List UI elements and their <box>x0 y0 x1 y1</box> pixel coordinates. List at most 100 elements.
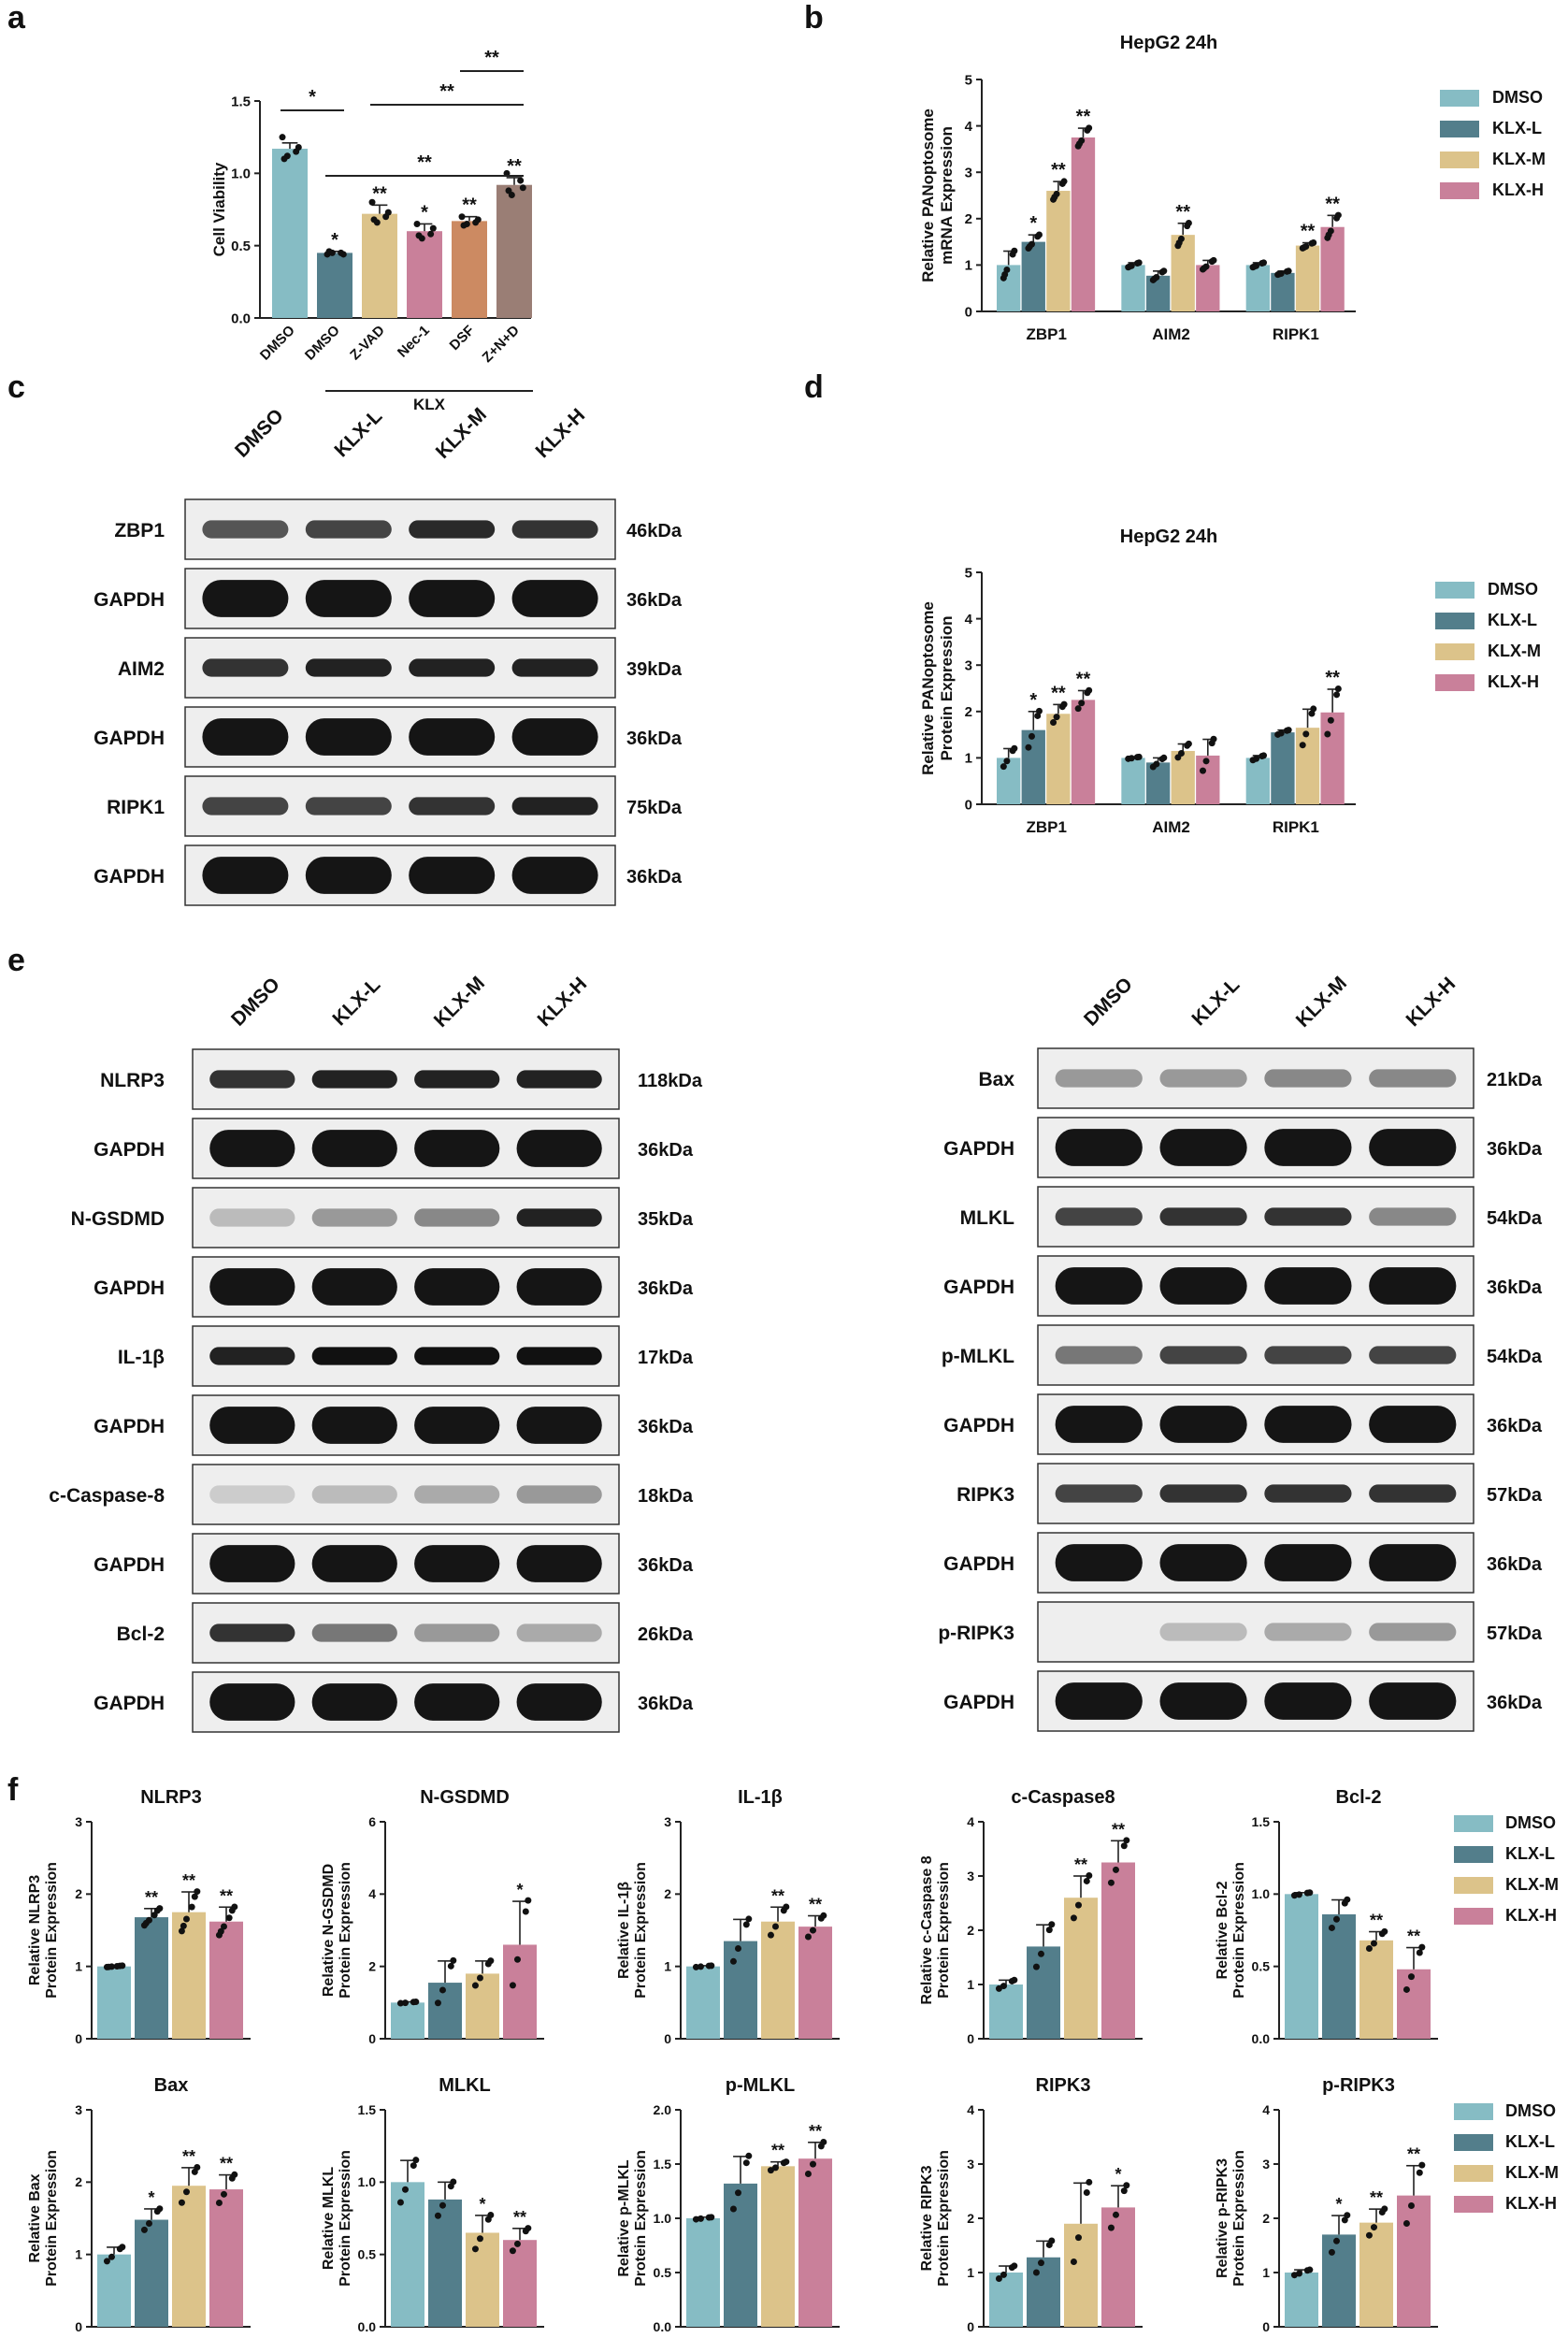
panel-b-ZBP1-2-point <box>1051 194 1058 201</box>
panel-label-f: f <box>7 1772 19 1808</box>
panel-d-RIPK1-2-point <box>1310 705 1317 713</box>
panel-f-9-2-point <box>1370 2224 1377 2231</box>
panel-a-0-bar <box>272 149 308 318</box>
panel-a-4-significance: ** <box>462 195 477 216</box>
panel-e-right-band <box>1159 1069 1247 1088</box>
panel-f-6-2-bar <box>466 2232 499 2327</box>
panel-e-right-band <box>1369 1207 1457 1226</box>
panel-a-5-point <box>517 177 525 184</box>
panel-f-2-2-point <box>771 1923 779 1930</box>
panel-e-right-kda-label: 54kDa <box>1487 1208 1543 1229</box>
panel-c-band <box>511 797 598 815</box>
panel-label-e: e <box>7 943 25 978</box>
panel-e-left-band <box>311 1485 397 1504</box>
panel-e-right-band <box>1369 1129 1457 1166</box>
panel-b-y-tick-label: 5 <box>965 72 972 88</box>
panel-f-4-3-point <box>1403 1985 1410 1993</box>
panel-e-left-band <box>311 1407 397 1444</box>
panel-f-7-2-significance: ** <box>771 2142 784 2160</box>
panel-e-left-band <box>516 1208 602 1227</box>
panel-d-RIPK1-3-bar <box>1320 712 1345 804</box>
panel-b-legend-swatch <box>1440 90 1479 107</box>
panel-f-6-y-tick-label: 0.0 <box>358 2319 377 2334</box>
panel-a-3-point <box>413 220 421 227</box>
panel-e-right-kda-label: 54kDa <box>1487 1347 1543 1367</box>
panel-f-9-1-point <box>1344 2212 1351 2219</box>
panel-e-left-band <box>516 1485 602 1504</box>
panel-b-AIM2-3-point <box>1201 265 1208 272</box>
panel-f-title: p-RIPK3 <box>1322 2075 1395 2096</box>
panel-c-band <box>409 718 496 756</box>
panel-c-band <box>202 718 289 756</box>
panel-d-RIPK1-1-point <box>1285 727 1292 734</box>
panel-f-9-0-bar <box>1285 2273 1318 2327</box>
panel-b-RIPK1-2-significance: ** <box>1301 222 1316 242</box>
panel-b-AIM2-0-point <box>1135 259 1143 267</box>
panel-f-3-y-tick-label: 1 <box>967 1977 974 1992</box>
panel-f-9-3-point <box>1403 2219 1410 2227</box>
panel-e-left-band <box>414 1683 500 1721</box>
panel-f-legend-swatch <box>1454 1877 1493 1894</box>
panel-f-8-3-point <box>1112 2211 1119 2218</box>
panel-e-left-band <box>209 1545 295 1582</box>
panel-f-1-3-point <box>525 1897 532 1904</box>
panel-f-y-label: Protein Expression <box>44 1862 60 1999</box>
panel-f-y-label: Relative p-RIPK3 <box>1215 2158 1230 2278</box>
panel-b-ZBP1-3-point <box>1086 124 1093 132</box>
panel-e-left-band <box>311 1545 397 1582</box>
panel-f-3-y-tick-label: 4 <box>967 1814 974 1829</box>
panel-f-0-y-tick-label: 3 <box>75 1814 82 1829</box>
panel-e-right-band <box>1159 1406 1247 1443</box>
panel-d-RIPK1-0-bar <box>1245 758 1270 804</box>
panel-f-8-2-point <box>1074 2234 1082 2242</box>
panel-f-8-1-bar <box>1027 2257 1060 2327</box>
panel-f-title: c-Caspase8 <box>1011 1787 1115 1808</box>
panel-f-1-y-tick-label: 4 <box>368 1886 376 1901</box>
panel-d-ZBP1-1-point <box>1025 743 1032 751</box>
panel-e-right-band <box>1264 1129 1352 1166</box>
panel-f-8-y-tick-label: 0 <box>967 2319 974 2334</box>
panel-f-0-1-point <box>156 1905 164 1912</box>
panel-f-title: MLKL <box>439 2075 491 2096</box>
panel-f-2-1-point <box>742 1921 750 1928</box>
panel-e-left-band <box>516 1130 602 1167</box>
panel-f-3-1-bar <box>1027 1946 1060 2039</box>
panel-c-kda-label: 36kDa <box>626 867 683 888</box>
panel-e-left-band <box>414 1070 500 1089</box>
panel-f-5-3-bar <box>209 2189 243 2327</box>
panel-f-4-2-significance: ** <box>1370 1912 1383 1930</box>
panel-d-y-label: Protein Expression <box>938 616 956 761</box>
panel-f-9-2-significance: ** <box>1370 2188 1383 2207</box>
panel-f-title: IL-1β <box>738 1787 783 1808</box>
panel-c-band <box>511 658 598 677</box>
panel-d-ZBP1-2-significance: ** <box>1051 683 1066 703</box>
panel-f-8-0-bar <box>989 2273 1023 2327</box>
panel-f-1-1-point <box>434 1999 441 2007</box>
panel-f-legend-label: KLX-M <box>1505 2163 1559 2182</box>
panel-f-6-2-point <box>476 2235 483 2243</box>
panel-a-x-tick-label: Z-VAD <box>347 323 388 364</box>
panel-a-group-label: KLX <box>413 396 446 413</box>
panel-f-7-0-point <box>708 2214 715 2221</box>
panel-f-8-0-point <box>1011 2262 1018 2270</box>
panel-f-1-3-point <box>513 1956 521 1963</box>
panel-f-legend-label: DMSO <box>1505 1813 1556 1832</box>
panel-b-ZBP1-1-point <box>1035 231 1043 238</box>
panel-e-left-lane-label: KLX-M <box>430 973 489 1032</box>
panel-f-3-1-point <box>1045 1927 1053 1934</box>
panel-f-3-0-point <box>1011 1976 1018 1984</box>
panel-a-5-point <box>519 184 526 192</box>
panel-d-y-tick-label: 0 <box>965 797 972 813</box>
panel-a-x-tick-label: Nec-1 <box>395 323 433 361</box>
panel-f-5-0-bar <box>97 2254 131 2327</box>
panel-f-3-3-point <box>1112 1866 1119 1873</box>
panel-a-3-significance: * <box>421 202 428 223</box>
panel-f-7-3-point <box>804 2170 812 2177</box>
panel-a-bracket-label: ** <box>417 152 432 173</box>
panel-e-right-band <box>1264 1207 1352 1226</box>
panel-b-ZBP1-1-significance: * <box>1029 213 1037 234</box>
panel-d-ZBP1-2-point <box>1060 700 1068 708</box>
panel-e-left-blot: DMSO KLX-L KLX-M KLX-H NLRP3 118kDa GAPDH 36kDa… <box>49 973 703 1733</box>
panel-c-band <box>202 857 289 894</box>
panel-f-7-y-tick-label: 1.0 <box>654 2211 672 2226</box>
